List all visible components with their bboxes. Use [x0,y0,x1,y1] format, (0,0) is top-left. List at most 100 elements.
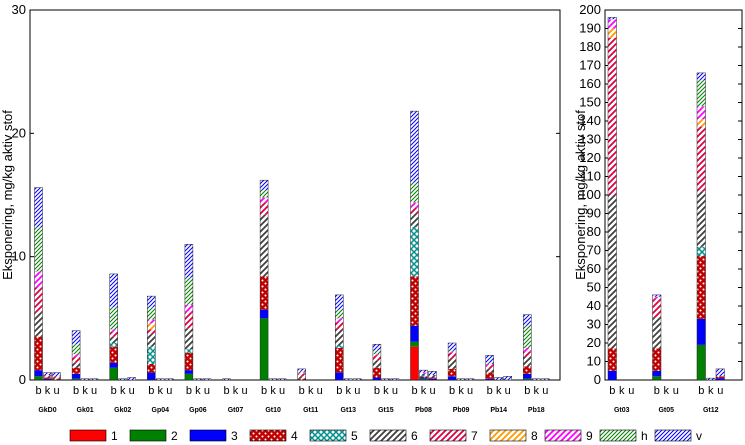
legend-swatch-4 [249,429,287,442]
bar-seg-Gt05-b-3 [652,370,661,377]
bar-seg-Gp04-b-5 [147,346,156,364]
group-label: Pb08 [415,407,432,414]
bar-seg-GkD0-k-3 [43,378,52,380]
bar-seg-Gt13-k-v [344,378,353,380]
sub-label: k [233,385,239,397]
bar-seg-Gt05-b-7 [652,298,661,318]
legend: 1 2 3 4 5 6 7 8 9 h v [69,429,702,443]
bar-outline-Pb14-u [503,376,512,381]
sub-label: b [609,385,615,397]
bar-outline-Gk01-b [71,330,81,381]
bar-seg-Gt05-b-4 [652,348,661,371]
bar-seg-Gt12-b-h [697,80,706,107]
bar-seg-Gt12-u-4 [716,376,725,379]
bar-seg-Gt10-b-3 [260,309,269,319]
bar-seg-Gt03-b-9 [608,19,617,29]
bar-seg-Pb08-b-1 [410,346,419,380]
bar-seg-Pb08-b-3 [410,325,419,342]
sub-label: b [223,385,229,397]
bar-seg-Gp06-b-h [184,277,193,305]
bar-seg-Gp04-b-3 [147,372,156,380]
bar-outline-Gt07-b [222,378,231,381]
bar-seg-Pb14-b-v [485,355,494,363]
bar-outline-Pb08-k [419,369,428,381]
bar-outline-Gt13-u [353,378,362,381]
bar-seg-Pb08-k-6 [419,373,428,376]
group-label: Pb14 [490,407,507,414]
bar-seg-GkD0-b-4 [34,336,43,371]
sub-label: k [45,385,51,397]
legend-label-v: v [696,429,702,443]
bar-seg-GkD0-k-7 [43,375,52,377]
y-axis-label: Eksponering, mg/kg aktiv stof [573,110,588,280]
sub-label: k [458,385,464,397]
bar-seg-Pb09-b-7 [448,352,457,360]
bar-seg-GkD0-k-4 [43,377,52,379]
sub-label: k [120,385,126,397]
bar-seg-Gt15-k-v [381,378,390,380]
bar-seg-Gt11-b-4 [297,378,306,380]
sub-label: k [270,385,276,397]
legend-label-6: 6 [411,429,418,443]
bar-seg-Gt03-b-4 [608,348,617,371]
sub-label: u [279,385,285,397]
bar-seg-Gt12-b-2 [697,344,706,380]
y-tick-label: 100 [579,187,601,202]
y-tick-label: 50 [587,280,601,295]
sub-label: b [374,385,380,397]
bar-seg-GkD0-u-7 [52,376,61,378]
bar-seg-Pb14-b-9 [485,363,494,366]
bar-seg-Gt11-b-7 [297,373,306,377]
sub-label: u [241,385,247,397]
bar-seg-Pb14-b-6 [485,368,494,373]
plot-frame [29,9,561,381]
bar-seg-Gt12-u-3 [716,378,725,380]
bar-seg-Gp04-b-v [147,296,156,308]
y-tick-label: 110 [580,169,601,184]
bar-seg-Gp04-b-6 [147,334,156,347]
bar-seg-Pb09-b-v [448,343,457,351]
bar-seg-Gt03-b-8 [608,28,617,38]
legend-label-7: 7 [471,429,478,443]
bar-seg-Pb09-b-9 [448,351,457,353]
bar-seg-Gt10-k-v [269,378,278,380]
bar-seg-Gt11-b-h [297,371,306,373]
bar-outline-Pb09-b [447,342,457,381]
legend-swatch-8 [489,429,527,442]
bar-seg-Pb09-b-h [448,350,457,352]
bar-outline-Gp04-u [165,378,174,381]
bar-outline-Pb18-u [541,378,550,381]
bar-outline-GkD0-b [34,187,43,381]
y-axis-label: Eksponering, mg/kg aktiv stof [0,110,15,280]
bar-seg-Gp06-b-7 [184,312,193,329]
bar-seg-Gp06-b-6 [184,328,193,350]
bar-outline-Gt10-k [268,378,278,381]
bar-seg-Gt13-b-h [335,309,344,319]
bar-seg-Pb14-b-4 [485,372,494,379]
y-tick-label: 160 [579,76,601,91]
sub-label: b [35,385,41,397]
sub-label: b [299,385,305,397]
legend-swatch-v [654,429,692,442]
bar-seg-Gt11-b-9 [297,372,306,374]
bar-seg-Pb08-k-5 [419,375,428,377]
y-tick-label: 30 [587,317,601,332]
y-tick-label: 150 [579,95,601,110]
bar-seg-GkD0-b-2 [34,376,43,380]
sub-label: u [542,385,548,397]
bar-seg-Gt10-b-7 [260,202,269,215]
bar-seg-Gk02-b-h [109,307,118,330]
bar-seg-Gp04-b-h [147,307,156,320]
group-label: Gt10 [265,407,281,414]
bar-seg-Gp04-b-9 [147,319,156,324]
sub-label: k [346,385,352,397]
bar-seg-Gt05-b-2 [652,376,661,380]
bar-seg-Pb14-b-h [485,362,494,364]
bar-seg-Gk02-b-v [109,273,118,308]
bar-seg-Pb08-u-4 [428,377,437,379]
sub-label: k [158,385,164,397]
sub-label: u [505,385,511,397]
bar-seg-Pb08-k-2 [419,378,428,380]
y-tick-label: 0 [594,372,601,387]
sub-label: k [534,385,540,397]
